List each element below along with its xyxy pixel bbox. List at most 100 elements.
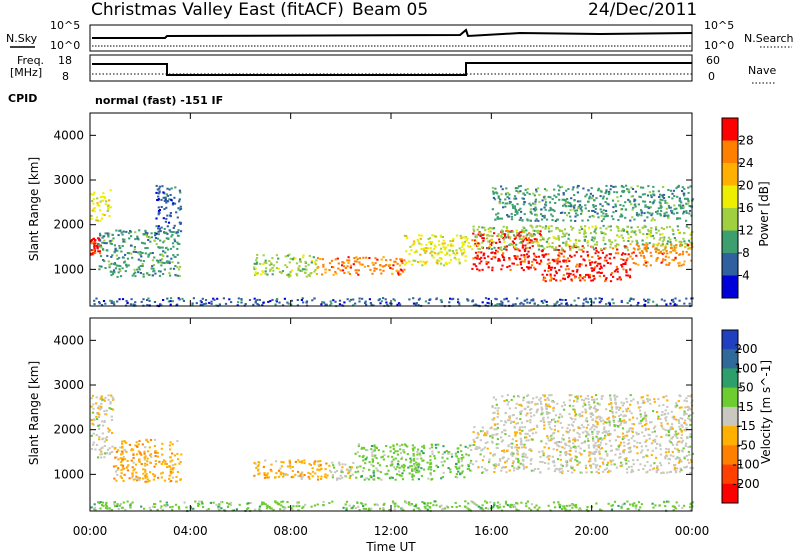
velocity-ylabel: Slant Range [km]: [27, 361, 41, 465]
x-axis: 00:00 04:00 08:00 12:00 16:00 20:00 00:00: [73, 113, 710, 538]
nsky-label: N.Sky: [6, 32, 38, 45]
nsearch-label: N.Search: [744, 32, 794, 45]
beam-label: Beam 05: [352, 0, 428, 20]
power-region-12: [93, 297, 694, 308]
velocity-region-0: [90, 394, 115, 459]
power-axes: 1000 2000 3000 4000: [53, 128, 692, 276]
power-colorbar-swatch-4: [722, 208, 738, 231]
power-colorbar-swatch-2: [722, 163, 738, 186]
power-region-1: [90, 189, 112, 222]
freq-trace: [92, 62, 692, 76]
velocity-region-6: [491, 394, 695, 428]
power-ytick-label-2: 3000: [53, 173, 84, 187]
velocity-region-7: [90, 500, 694, 512]
velocity-colorbar-swatch-6: [722, 445, 738, 465]
power-colorbar-tick-label-2: 20: [738, 179, 753, 193]
nsearch-tick-top: 10^5: [704, 19, 734, 32]
power-region-5: [315, 256, 406, 276]
freq-panel-frame: [89, 54, 693, 82]
power-region-9: [472, 224, 694, 252]
power-ytick-label-0: 1000: [53, 262, 84, 276]
power-region-6: [403, 234, 474, 267]
power-colorbar-tick-label-4: 12: [738, 224, 753, 238]
power-colorbar-tick-label-6: 4: [742, 269, 750, 283]
velocity-colorbar-tick-label-6: -100: [732, 458, 759, 472]
power-colorbar-swatch-0: [722, 118, 738, 141]
velocity-colorbar-swatch-0: [722, 330, 738, 350]
velocity-region-3: [328, 461, 355, 481]
power-colorbar-swatch-6: [722, 253, 738, 276]
freq-tick-bottom: 8: [62, 70, 69, 83]
x-axis-label: Time UT: [365, 540, 416, 554]
velocity-heatmap: [90, 394, 695, 512]
velocity-ytick-label-0: 1000: [53, 467, 84, 481]
power-colorbar-swatch-7: [722, 275, 738, 299]
xtick-label-1: 04:00: [173, 524, 208, 538]
power-colorbar-tick-label-5: 8: [742, 246, 750, 260]
power-region-11: [491, 184, 695, 223]
nave-label: Nave: [748, 64, 776, 77]
power-colorbar-swatch-3: [722, 185, 738, 209]
nave-tick-bottom: 0: [708, 70, 715, 83]
velocity-colorbar-frame: [721, 329, 739, 504]
xtick-label-5: 20:00: [574, 524, 609, 538]
velocity-colorbar-tick-label-5: -50: [736, 438, 756, 452]
power-colorbar-tick-label-3: 16: [738, 201, 753, 215]
velocity-colorbar-swatch-5: [722, 426, 738, 446]
velocity-colorbar-swatch-2: [722, 368, 738, 388]
nsearch-tick-bottom: 10^0: [704, 39, 734, 52]
power-region-4: [253, 253, 318, 278]
velocity-colorbar-tick-label-0: 200: [735, 342, 758, 356]
power-heatmap: [90, 184, 695, 308]
nave-tick-top: 60: [706, 54, 720, 67]
velocity-colorbar: 200 100 50 15 -15 -50 -100 -200: [721, 329, 760, 504]
xtick-label-3: 12:00: [374, 524, 409, 538]
velocity-ytick-label-1: 2000: [53, 423, 84, 437]
freq-label-line2: [MHz]: [10, 66, 42, 79]
velocity-colorbar-swatch-4: [722, 406, 738, 427]
velocity-region-1: [112, 438, 183, 483]
power-ytick-label-1: 2000: [53, 218, 84, 232]
power-colorbar: 28 24 20 16 12 8 4: [721, 117, 754, 299]
power-region-3: [155, 184, 183, 235]
power-region-8: [541, 244, 632, 283]
nsky-tick-top: 10^5: [50, 19, 80, 32]
cpid-value: normal (fast) -151 IF: [95, 94, 223, 107]
nsky-trace: [92, 28, 693, 39]
xtick-label-0: 00:00: [73, 524, 108, 538]
velocity-colorbar-tick-label-1: 100: [735, 361, 758, 375]
velocity-ytick-label-2: 3000: [53, 378, 84, 392]
power-ylabel: Slant Range [km]: [27, 157, 41, 261]
velocity-colorbar-tick-label-7: -200: [732, 477, 759, 491]
velocity-colorbar-swatch-3: [722, 387, 738, 408]
power-colorbar-swatch-1: [722, 140, 738, 164]
power-colorbar-tick-label-1: 24: [738, 156, 753, 170]
power-colorbar-swatch-5: [722, 230, 738, 254]
date-label: 24/Dec/2011: [588, 0, 697, 20]
velocity-colorbar-label: Velocity [m s^-1]: [759, 360, 773, 464]
power-region-2: [97, 229, 182, 278]
cpid-label: CPID: [8, 92, 37, 105]
nsky-tick-bottom: 10^0: [50, 39, 80, 52]
nsky-panel-frame: [89, 24, 693, 52]
velocity-colorbar-tick-label-4: -15: [736, 419, 756, 433]
velocity-colorbar-swatch-1: [722, 349, 738, 369]
velocity-region-4: [354, 443, 473, 481]
velocity-region-2: [253, 459, 331, 481]
power-colorbar-tick-label-0: 28: [738, 134, 753, 148]
velocity-ytick-label-3: 4000: [53, 333, 84, 347]
velocity-plot-frame: [89, 317, 693, 512]
freq-tick-top: 18: [58, 54, 72, 67]
xtick-label-6: 00:00: [675, 524, 710, 538]
xtick-label-2: 08:00: [273, 524, 308, 538]
velocity-colorbar-tick-label-3: 15: [738, 400, 753, 414]
freq-label-line1: Freq.: [17, 54, 44, 67]
xtick-label-4: 16:00: [474, 524, 509, 538]
power-ytick-label-3: 4000: [53, 128, 84, 142]
velocity-region-5: [471, 425, 694, 475]
power-colorbar-label: Power [dB]: [757, 181, 771, 246]
velocity-axes: 1000 2000 3000 4000: [53, 333, 692, 481]
velocity-colorbar-swatch-8: [722, 483, 738, 504]
power-region-10: [629, 242, 694, 267]
